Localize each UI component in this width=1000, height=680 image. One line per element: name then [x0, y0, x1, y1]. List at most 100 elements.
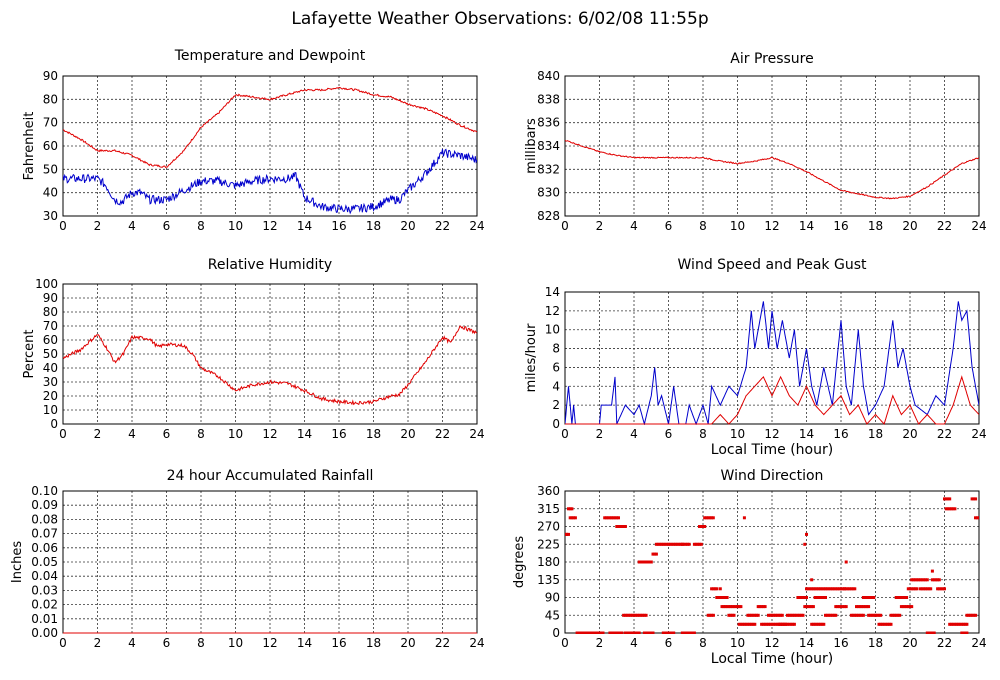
data-point — [974, 516, 977, 520]
data-point — [805, 596, 808, 599]
y-tick-label: 0 — [552, 626, 560, 640]
plot-frame — [564, 291, 980, 425]
data-point — [629, 631, 632, 634]
data-point — [768, 622, 772, 626]
data-point — [613, 516, 617, 520]
data-point — [642, 613, 646, 617]
y-tick-label: 45 — [545, 608, 560, 622]
y-tick-label: 8 — [552, 342, 560, 356]
data-point — [672, 631, 676, 634]
data-point — [706, 516, 710, 520]
data-point — [584, 631, 588, 634]
data-point — [861, 596, 865, 599]
x-tick-label: 22 — [435, 427, 450, 441]
data-point — [639, 560, 643, 564]
data-point — [949, 507, 953, 511]
data-point — [751, 613, 755, 617]
x-tick-label: 14 — [297, 427, 312, 441]
x-tick-label: 10 — [228, 636, 243, 650]
x-tick-label: 0 — [561, 636, 569, 650]
data-point — [913, 587, 917, 591]
x-tick-label: 8 — [699, 636, 707, 650]
y-axis-label: Percent — [22, 330, 37, 379]
data-point — [579, 631, 582, 634]
data-point — [822, 587, 826, 591]
data-point — [567, 532, 570, 536]
data-point — [946, 507, 950, 511]
data-point — [917, 578, 921, 582]
data-point — [596, 631, 600, 634]
y-tick-label: 10 — [43, 403, 58, 417]
x-tick-label: 6 — [163, 427, 171, 441]
data-point — [696, 542, 700, 546]
x-tick-label: 22 — [937, 219, 952, 233]
y-tick-label: 0.05 — [31, 555, 58, 569]
data-point — [808, 605, 812, 609]
y-tick-label: 40 — [43, 186, 58, 200]
data-point — [698, 525, 701, 528]
data-point — [968, 613, 972, 617]
x-tick-label: 6 — [163, 636, 171, 650]
data-point — [934, 578, 938, 582]
data-point — [880, 622, 884, 626]
x-tick-label: 22 — [937, 636, 952, 650]
data-point — [608, 631, 612, 634]
data-point — [601, 631, 605, 634]
data-point — [682, 542, 686, 546]
x-tick-label: 12 — [764, 636, 779, 650]
data-point — [763, 605, 767, 609]
x-tick-label: 14 — [799, 636, 814, 650]
series-line-1 — [565, 375, 979, 425]
data-point — [753, 613, 757, 617]
x-tick-label: 4 — [128, 219, 136, 233]
data-point — [646, 631, 650, 634]
data-point — [863, 605, 867, 609]
data-point — [849, 613, 853, 617]
x-tick-label: 12 — [262, 636, 277, 650]
y-axis-label: miles/hour — [524, 323, 539, 392]
y-tick-label: 225 — [537, 537, 560, 551]
data-point — [836, 605, 839, 609]
data-point — [780, 622, 784, 626]
data-point — [975, 516, 979, 520]
data-point — [932, 578, 936, 582]
y-tick-label: 0.10 — [31, 484, 58, 498]
data-point — [639, 613, 643, 617]
data-point — [686, 542, 689, 546]
data-point — [903, 605, 907, 609]
series-line-0 — [63, 325, 477, 406]
data-point — [670, 631, 674, 634]
data-point — [665, 542, 669, 546]
data-point — [656, 542, 660, 546]
data-point — [670, 542, 674, 546]
x-tick-label: 4 — [630, 219, 638, 233]
data-point — [620, 631, 624, 634]
y-tick-label: 0.04 — [31, 569, 58, 583]
data-point — [796, 613, 800, 617]
data-point — [855, 605, 858, 609]
data-point — [591, 631, 595, 634]
data-point — [875, 613, 879, 617]
data-point — [667, 542, 670, 546]
data-point — [922, 578, 926, 582]
data-point — [753, 622, 757, 626]
data-point — [936, 578, 940, 582]
data-point — [623, 525, 627, 528]
data-point — [729, 605, 733, 609]
x-tick-label: 12 — [262, 427, 277, 441]
data-point — [924, 587, 927, 591]
data-point — [730, 613, 734, 617]
data-point — [717, 596, 720, 599]
data-point — [813, 596, 817, 599]
data-point — [805, 605, 808, 609]
data-point — [889, 613, 893, 617]
x-tick-label: 10 — [228, 219, 243, 233]
x-tick-label: 8 — [197, 636, 205, 650]
data-point — [906, 587, 910, 591]
data-point — [784, 622, 788, 626]
x-tick-label: 18 — [868, 219, 883, 233]
data-point — [679, 542, 683, 546]
data-point — [868, 613, 872, 617]
